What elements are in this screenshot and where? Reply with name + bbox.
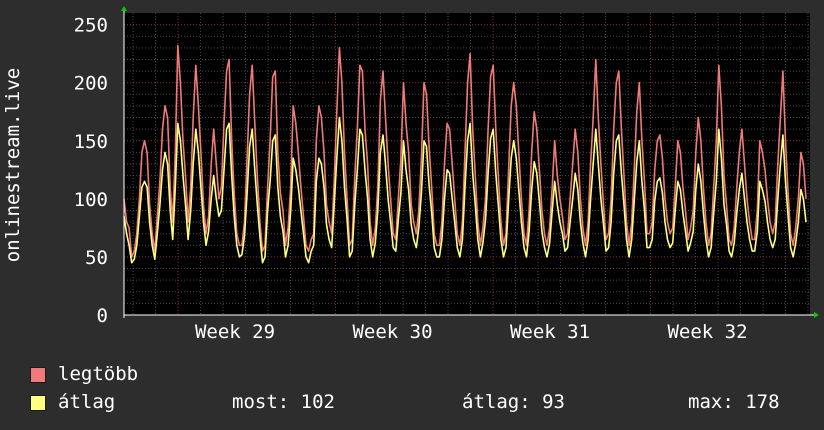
legend-swatch-max — [30, 367, 46, 383]
x-tick-label: Week 31 — [510, 321, 590, 343]
series-line-avg — [123, 116, 807, 264]
y-axis-arrow — [121, 6, 127, 11]
x-tick-label: Week 32 — [667, 321, 747, 343]
y-tick-label: 150 — [74, 131, 108, 153]
stat-average: átlag: 93 — [462, 391, 565, 413]
y-tick-label: 200 — [74, 73, 108, 95]
y-tick-label: 50 — [85, 247, 108, 269]
series-line-max — [123, 44, 807, 258]
legend-label-max: legtöbb — [58, 363, 139, 385]
stat-current: most: 102 — [232, 391, 335, 413]
x-axis-arrow — [814, 312, 819, 318]
stat-maximum: max: 178 — [688, 391, 780, 413]
y-tick-label: 100 — [74, 189, 108, 211]
legend-swatch-avg — [30, 395, 46, 411]
y-tick-label: 0 — [97, 305, 108, 327]
y-axis-label: onlinestream.live — [2, 68, 24, 262]
y-tick-label: 250 — [74, 15, 108, 37]
legend-label-avg: átlag — [58, 391, 116, 413]
x-tick-label: Week 30 — [352, 321, 432, 343]
x-tick-label: Week 29 — [195, 321, 275, 343]
y-axis-label-container: onlinestream.live — [2, 0, 24, 320]
